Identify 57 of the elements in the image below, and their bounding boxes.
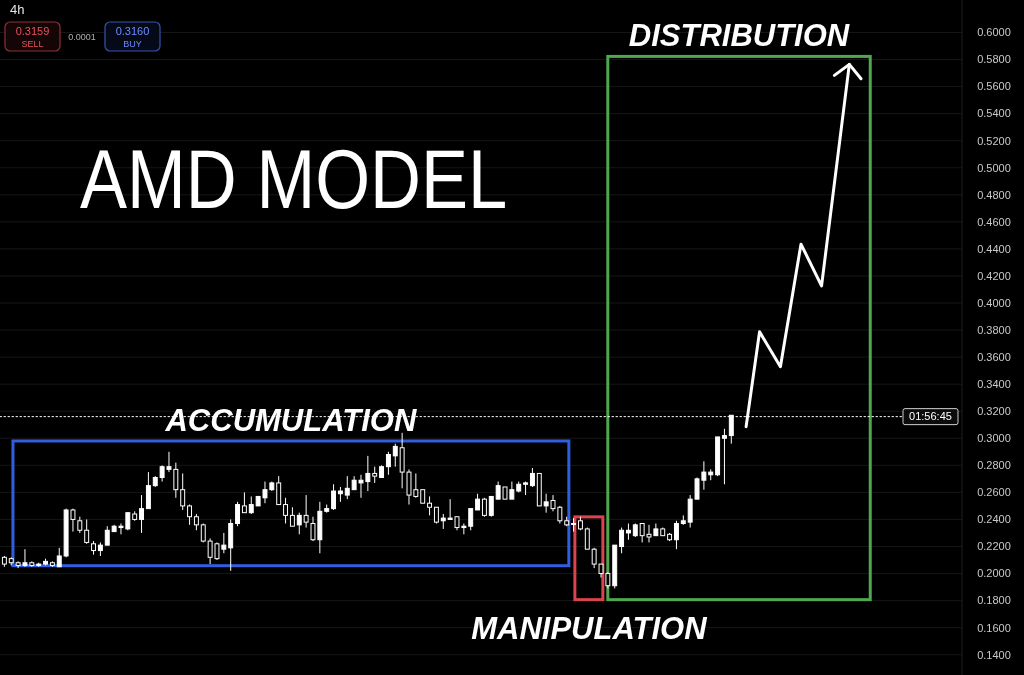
candlestick [385, 451, 391, 476]
y-tick-label: 0.1600 [977, 621, 1011, 634]
y-tick-label: 0.4000 [977, 296, 1011, 309]
candlestick [468, 508, 474, 531]
y-tick-label: 0.3000 [977, 432, 1011, 445]
y-tick-label: 0.3200 [977, 405, 1011, 418]
candlestick [488, 495, 494, 518]
annotation: ACCUMULATION [164, 402, 417, 438]
annotation: MANIPULATION [471, 610, 708, 646]
y-tick-label: 0.4200 [977, 269, 1011, 282]
y-tick-label: 0.2200 [977, 540, 1011, 553]
y-tick-label: 0.5800 [977, 53, 1011, 66]
annotation: 0.0001 [68, 32, 96, 42]
annotation: 01:56:45 [909, 410, 952, 423]
y-tick-label: 0.5400 [977, 107, 1011, 120]
y-tick-label: 0.5000 [977, 161, 1011, 174]
y-tick-label: 0.2800 [977, 459, 1011, 472]
candlestick [392, 443, 398, 468]
candlestick [427, 495, 433, 516]
y-tick-label: 0.3600 [977, 350, 1011, 363]
candlestick [235, 501, 241, 527]
candlestick [303, 494, 309, 529]
y-tick-label: 0.4400 [977, 242, 1011, 255]
annotation: 0.3159 [15, 25, 50, 37]
candlestick [145, 471, 151, 510]
annotation: SELL [21, 39, 44, 49]
candlestick [331, 483, 337, 511]
y-tick-label: 0.4800 [977, 188, 1011, 201]
y-tick-label: 0.3400 [977, 378, 1011, 391]
candlestick [241, 491, 247, 514]
y-tick-label: 0.4600 [977, 215, 1011, 228]
y-tick-label: 0.3800 [977, 323, 1011, 336]
y-tick-label: 0.5200 [977, 134, 1011, 147]
y-tick-label: 0.2000 [977, 567, 1011, 580]
y-tick-label: 0.2600 [977, 486, 1011, 499]
y-tick-label: 0.1400 [977, 648, 1011, 661]
candlestick [139, 494, 145, 534]
y-tick-label: 0.5600 [977, 80, 1011, 93]
annotation: DISTRIBUTION [628, 18, 850, 54]
y-tick-label: 0.1800 [977, 594, 1011, 607]
candlestick [721, 428, 727, 485]
y-tick-label: 0.2400 [977, 513, 1011, 526]
y-tick-label: 0.6000 [977, 26, 1011, 39]
annotation: 0.3160 [115, 25, 150, 37]
candlestick [673, 520, 679, 550]
text: AMD MODEL [80, 132, 508, 226]
annotation: BUY [123, 39, 142, 49]
candlestick [180, 472, 186, 511]
candlestick [529, 467, 535, 488]
candlestick [289, 506, 295, 527]
candlestick [619, 527, 625, 554]
chart-subtitle: 4h [10, 2, 25, 17]
candlestick [84, 518, 90, 545]
candlestick [276, 475, 282, 506]
candlestick [296, 512, 302, 535]
candlestick [344, 475, 350, 500]
candlestick [283, 497, 289, 524]
